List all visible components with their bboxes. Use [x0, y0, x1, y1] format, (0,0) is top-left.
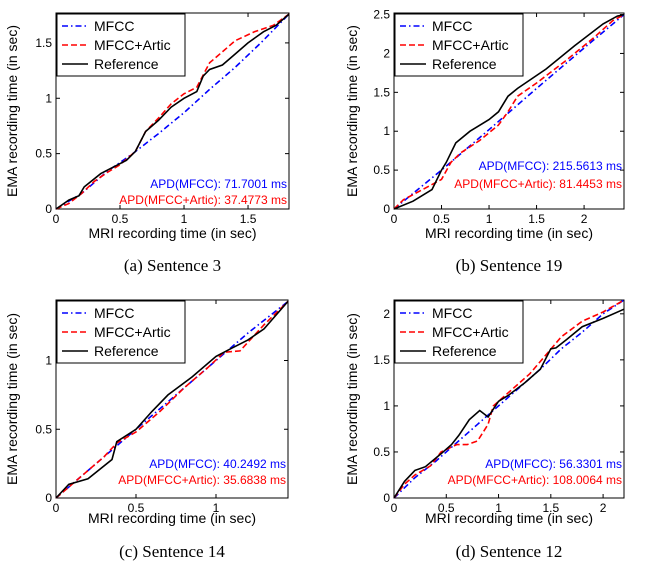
x-tick-label: 0.5 — [112, 212, 129, 226]
y-axis-label: EMA recording time (in sec) — [4, 313, 20, 485]
legend-label: MFCC+Artic — [432, 37, 509, 53]
x-tick-label: 1 — [495, 501, 502, 515]
y-tick-label: 1.5 — [373, 353, 390, 367]
legend-label: MFCC — [94, 305, 134, 321]
x-tick-label: 1.5 — [240, 212, 257, 226]
x-tick-label: 1 — [181, 212, 188, 226]
legend-label: MFCC+Artic — [94, 324, 171, 340]
subfigure-caption: (b) Sentence 19 — [456, 256, 563, 275]
y-tick-label: 0.5 — [373, 445, 390, 459]
chart-panel-2: 0 0.5 1 1.5 2 0 0.5 1 1.5 2 2.5 MFCC MFCC+Artic Refer… — [344, 8, 625, 275]
series-line-mfcc — [393, 299, 625, 499]
y-tick-label: 0.5 — [373, 163, 390, 177]
series-line-mfcc — [393, 13, 625, 210]
y-tick-label: 2.5 — [373, 8, 390, 22]
annotation-text: APD(MFCC+Artic): 35.6838 ms — [118, 473, 286, 487]
series-line-mfcc-artic — [393, 13, 625, 210]
y-tick-label: 0 — [45, 202, 52, 216]
x-tick-label: 0.5 — [438, 501, 455, 515]
legend-label: MFCC — [94, 18, 134, 34]
subfigure-caption: (d) Sentence 12 — [456, 542, 563, 561]
x-tick-label: 2 — [600, 501, 607, 515]
legend-label: MFCC — [432, 18, 472, 34]
y-tick-label: 1 — [383, 399, 390, 413]
series-line-reference — [393, 308, 625, 499]
legend-label: Reference — [94, 56, 159, 72]
y-tick-label: 1 — [383, 124, 390, 138]
legend-box — [394, 300, 524, 364]
annotation-text: APD(MFCC+Artic): 108.0064 ms — [448, 473, 622, 487]
series-line-reference — [55, 300, 289, 499]
annotation-text: APD(MFCC): 71.7001 ms — [150, 177, 287, 191]
series-line-reference — [55, 13, 290, 210]
chart-panel-1: 0 0.5 1 1.5 0 0.5 1 1.5 MFCC MFCC+Artic Reference A… — [4, 12, 290, 275]
legend-label: MFCC+Artic — [94, 37, 171, 53]
subfigure-caption: (c) Sentence 14 — [119, 542, 225, 561]
x-tick-label: 1.5 — [528, 212, 545, 226]
series-line-reference — [393, 13, 625, 210]
x-axis-label: MRI recording time (in sec) — [425, 510, 593, 526]
y-tick-label: 0.5 — [35, 147, 52, 161]
legend-label: MFCC+Artic — [432, 324, 509, 340]
x-tick-label: 0.5 — [433, 212, 450, 226]
y-tick-label: 2 — [383, 307, 390, 321]
y-tick-label: 1.5 — [35, 36, 52, 50]
subfigure-caption: (a) Sentence 3 — [124, 256, 221, 275]
legend-box — [56, 13, 186, 77]
x-tick-label: 2 — [581, 212, 588, 226]
legend-label: Reference — [94, 343, 159, 359]
annotation-text: APD(MFCC): 56.3301 ms — [485, 457, 622, 471]
x-axis-label: MRI recording time (in sec) — [425, 225, 593, 241]
annotation-text: APD(MFCC): 40.2492 ms — [149, 457, 286, 471]
chart-panel-3: 0 0.5 1 0 0.5 1 MFCC MFCC+Artic Reference APD(MFC… — [4, 299, 289, 561]
legend-label: Reference — [432, 56, 497, 72]
legend-label: Reference — [432, 343, 497, 359]
x-axis-label: MRI recording time (in sec) — [88, 510, 256, 526]
y-tick-label: 0.5 — [35, 422, 52, 436]
x-tick-label: 1.5 — [542, 501, 559, 515]
legend-box — [394, 13, 524, 77]
y-tick-label: 1 — [45, 91, 52, 105]
annotation-text: APD(MFCC): 215.5613 ms — [479, 159, 622, 173]
legend-label: MFCC — [432, 305, 472, 321]
legend-box — [56, 300, 186, 364]
x-tick-label: 1 — [486, 212, 493, 226]
chart-panel-4: 0 0.5 1 1.5 2 0 0.5 1 1.5 2 MFCC MFCC+Artic Referenc… — [344, 299, 625, 561]
x-tick-label: 0 — [53, 501, 60, 515]
y-tick-label: 0 — [45, 491, 52, 505]
annotation-text: APD(MFCC+Artic): 37.4773 ms — [119, 193, 287, 207]
x-tick-label: 0.5 — [128, 501, 145, 515]
y-axis-label: EMA recording time (in sec) — [4, 25, 20, 197]
y-axis-label: EMA recording time (in sec) — [344, 25, 360, 197]
y-tick-label: 0 — [383, 491, 390, 505]
x-tick-label: 0 — [53, 212, 60, 226]
y-tick-label: 1.5 — [373, 85, 390, 99]
series-line-mfcc — [55, 13, 290, 210]
series-line-mfcc-artic — [55, 300, 289, 499]
series-line-mfcc-artic — [55, 13, 290, 210]
y-tick-label: 2 — [383, 46, 390, 60]
annotation-text: APD(MFCC+Artic): 81.4453 ms — [454, 177, 622, 191]
x-tick-label: 1 — [213, 501, 220, 515]
x-tick-label: 0 — [391, 501, 398, 515]
y-axis-label: EMA recording time (in sec) — [344, 313, 360, 485]
y-tick-label: 0 — [383, 202, 390, 216]
x-tick-label: 0 — [391, 212, 398, 226]
x-axis-label: MRI recording time (in sec) — [88, 225, 256, 241]
y-tick-label: 1 — [45, 354, 52, 368]
